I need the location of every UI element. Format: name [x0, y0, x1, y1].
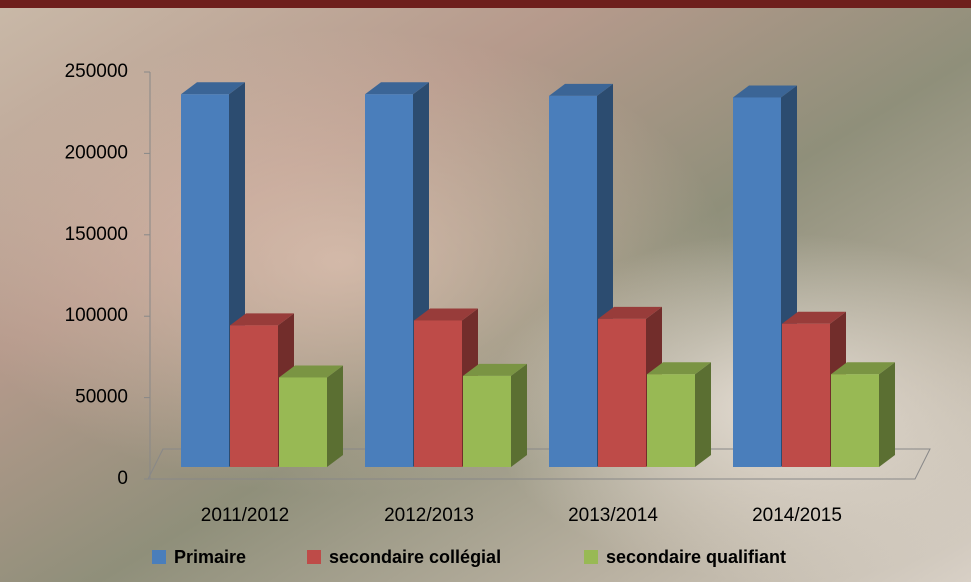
bar [733, 97, 781, 467]
bar-top [463, 363, 527, 376]
legend-label: secondaire collégial [329, 547, 501, 567]
bar-top [733, 85, 797, 98]
floor [147, 448, 931, 480]
y-tick-label: 250000 [65, 61, 128, 82]
bar-top [279, 365, 343, 378]
bar-top [782, 311, 846, 324]
bar-top [598, 306, 662, 319]
bar [181, 94, 229, 468]
bar-top [414, 308, 478, 321]
bar-top [181, 82, 245, 95]
bar [549, 95, 597, 467]
legend-swatch [584, 550, 598, 564]
bar-side [879, 362, 895, 467]
bar [414, 320, 462, 467]
legend-label: Primaire [174, 547, 246, 567]
bar [782, 323, 830, 467]
legend-label: secondaire qualifiant [606, 547, 786, 567]
x-tick-label: 2012/2013 [384, 505, 474, 526]
x-tick-label: 2013/2014 [568, 505, 658, 526]
bar [463, 375, 511, 467]
bar-top [230, 313, 294, 326]
y-tick-label: 50000 [75, 387, 128, 408]
bar [647, 374, 695, 467]
bar [831, 374, 879, 467]
x-tick-label: 2014/2015 [752, 505, 842, 526]
bar-top [647, 362, 711, 375]
bar-side [695, 362, 711, 467]
y-tick-label: 150000 [65, 224, 128, 245]
y-tick-label: 200000 [65, 142, 128, 163]
y-tick-label: 100000 [65, 305, 128, 326]
legend-swatch [307, 550, 321, 564]
top-strip [0, 0, 971, 8]
legend-swatch [152, 550, 166, 564]
bar-side [327, 365, 343, 467]
bar-top [365, 82, 429, 95]
bar-top [831, 362, 895, 375]
bar [598, 318, 646, 467]
x-tick-label: 2011/2012 [201, 505, 289, 526]
bar-top [549, 83, 613, 96]
bar [279, 377, 327, 467]
bar [230, 325, 278, 467]
bar [365, 94, 413, 468]
bar-side [511, 363, 527, 467]
y-tick-label: 0 [117, 468, 128, 489]
